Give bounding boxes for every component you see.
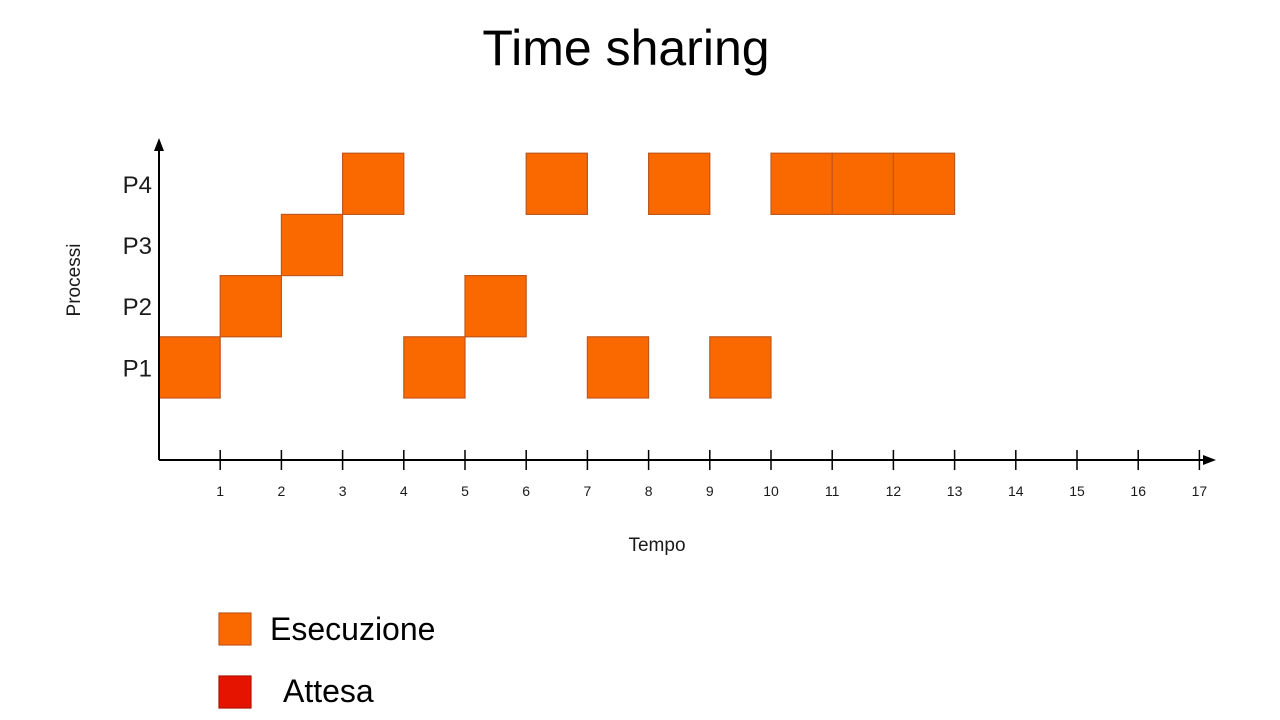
x-tick-label-11: 11 bbox=[825, 483, 840, 499]
x-tick-label-1: 1 bbox=[216, 483, 224, 499]
slot-p2-t1 bbox=[219, 275, 282, 338]
slot-p1-t7 bbox=[586, 336, 650, 399]
slot-p4-t8 bbox=[647, 152, 711, 215]
slot-p1-t9 bbox=[709, 336, 772, 399]
legend-swatch-esecuzione bbox=[218, 612, 252, 646]
x-tick-label-16: 16 bbox=[1130, 483, 1146, 499]
legend-label-esecuzione: Esecuzione bbox=[270, 611, 435, 647]
slot-p4-t3 bbox=[342, 152, 405, 215]
y-label-p3: P3 bbox=[123, 233, 152, 260]
slot-p4-t11 bbox=[831, 152, 895, 215]
legend-swatch-attesa bbox=[218, 675, 252, 709]
slot-p4-t10 bbox=[770, 152, 833, 215]
x-tick-label-17: 17 bbox=[1192, 483, 1208, 499]
y-label-p1: P1 bbox=[123, 355, 152, 382]
y-label-p2: P2 bbox=[123, 294, 152, 321]
slot-p1-t0 bbox=[158, 336, 221, 399]
x-axis-label: Tempo bbox=[628, 535, 685, 556]
x-tick-label-5: 5 bbox=[461, 483, 469, 499]
x-tick-label-6: 6 bbox=[522, 483, 530, 499]
y-label-p4: P4 bbox=[123, 172, 152, 199]
x-tick-label-14: 14 bbox=[1008, 483, 1024, 499]
y-axis-labels: P1 P2 P3 P4 bbox=[123, 172, 152, 383]
x-tick-label-4: 4 bbox=[400, 483, 408, 499]
x-tick-label-12: 12 bbox=[886, 483, 902, 499]
x-axis-ticks: 1 2 3 4 5 6 7 8 9 10 11 12 13 14 15 16 17 bbox=[216, 450, 1207, 499]
slot-p4-t6 bbox=[525, 152, 589, 215]
legend: Esecuzione Attesa bbox=[218, 611, 435, 709]
chart-title: Time sharing bbox=[482, 20, 769, 76]
x-tick-label-3: 3 bbox=[339, 483, 347, 499]
x-axis-arrow bbox=[1203, 455, 1216, 465]
slot-p1-t4 bbox=[403, 336, 466, 399]
x-tick-label-2: 2 bbox=[278, 483, 286, 499]
x-tick-label-15: 15 bbox=[1069, 483, 1085, 499]
y-axis-arrow bbox=[154, 138, 164, 151]
slot-p3-t2 bbox=[280, 213, 344, 277]
x-tick-label-10: 10 bbox=[763, 483, 779, 499]
x-tick-label-13: 13 bbox=[947, 483, 963, 499]
plot-area bbox=[158, 152, 956, 399]
slot-p4-t12 bbox=[892, 152, 956, 215]
legend-label-attesa: Attesa bbox=[283, 673, 374, 709]
y-axis-label: Processi bbox=[64, 244, 85, 317]
x-tick-label-8: 8 bbox=[645, 483, 653, 499]
slot-p2-t5 bbox=[464, 275, 527, 338]
x-tick-label-7: 7 bbox=[584, 483, 592, 499]
x-tick-label-9: 9 bbox=[706, 483, 714, 499]
